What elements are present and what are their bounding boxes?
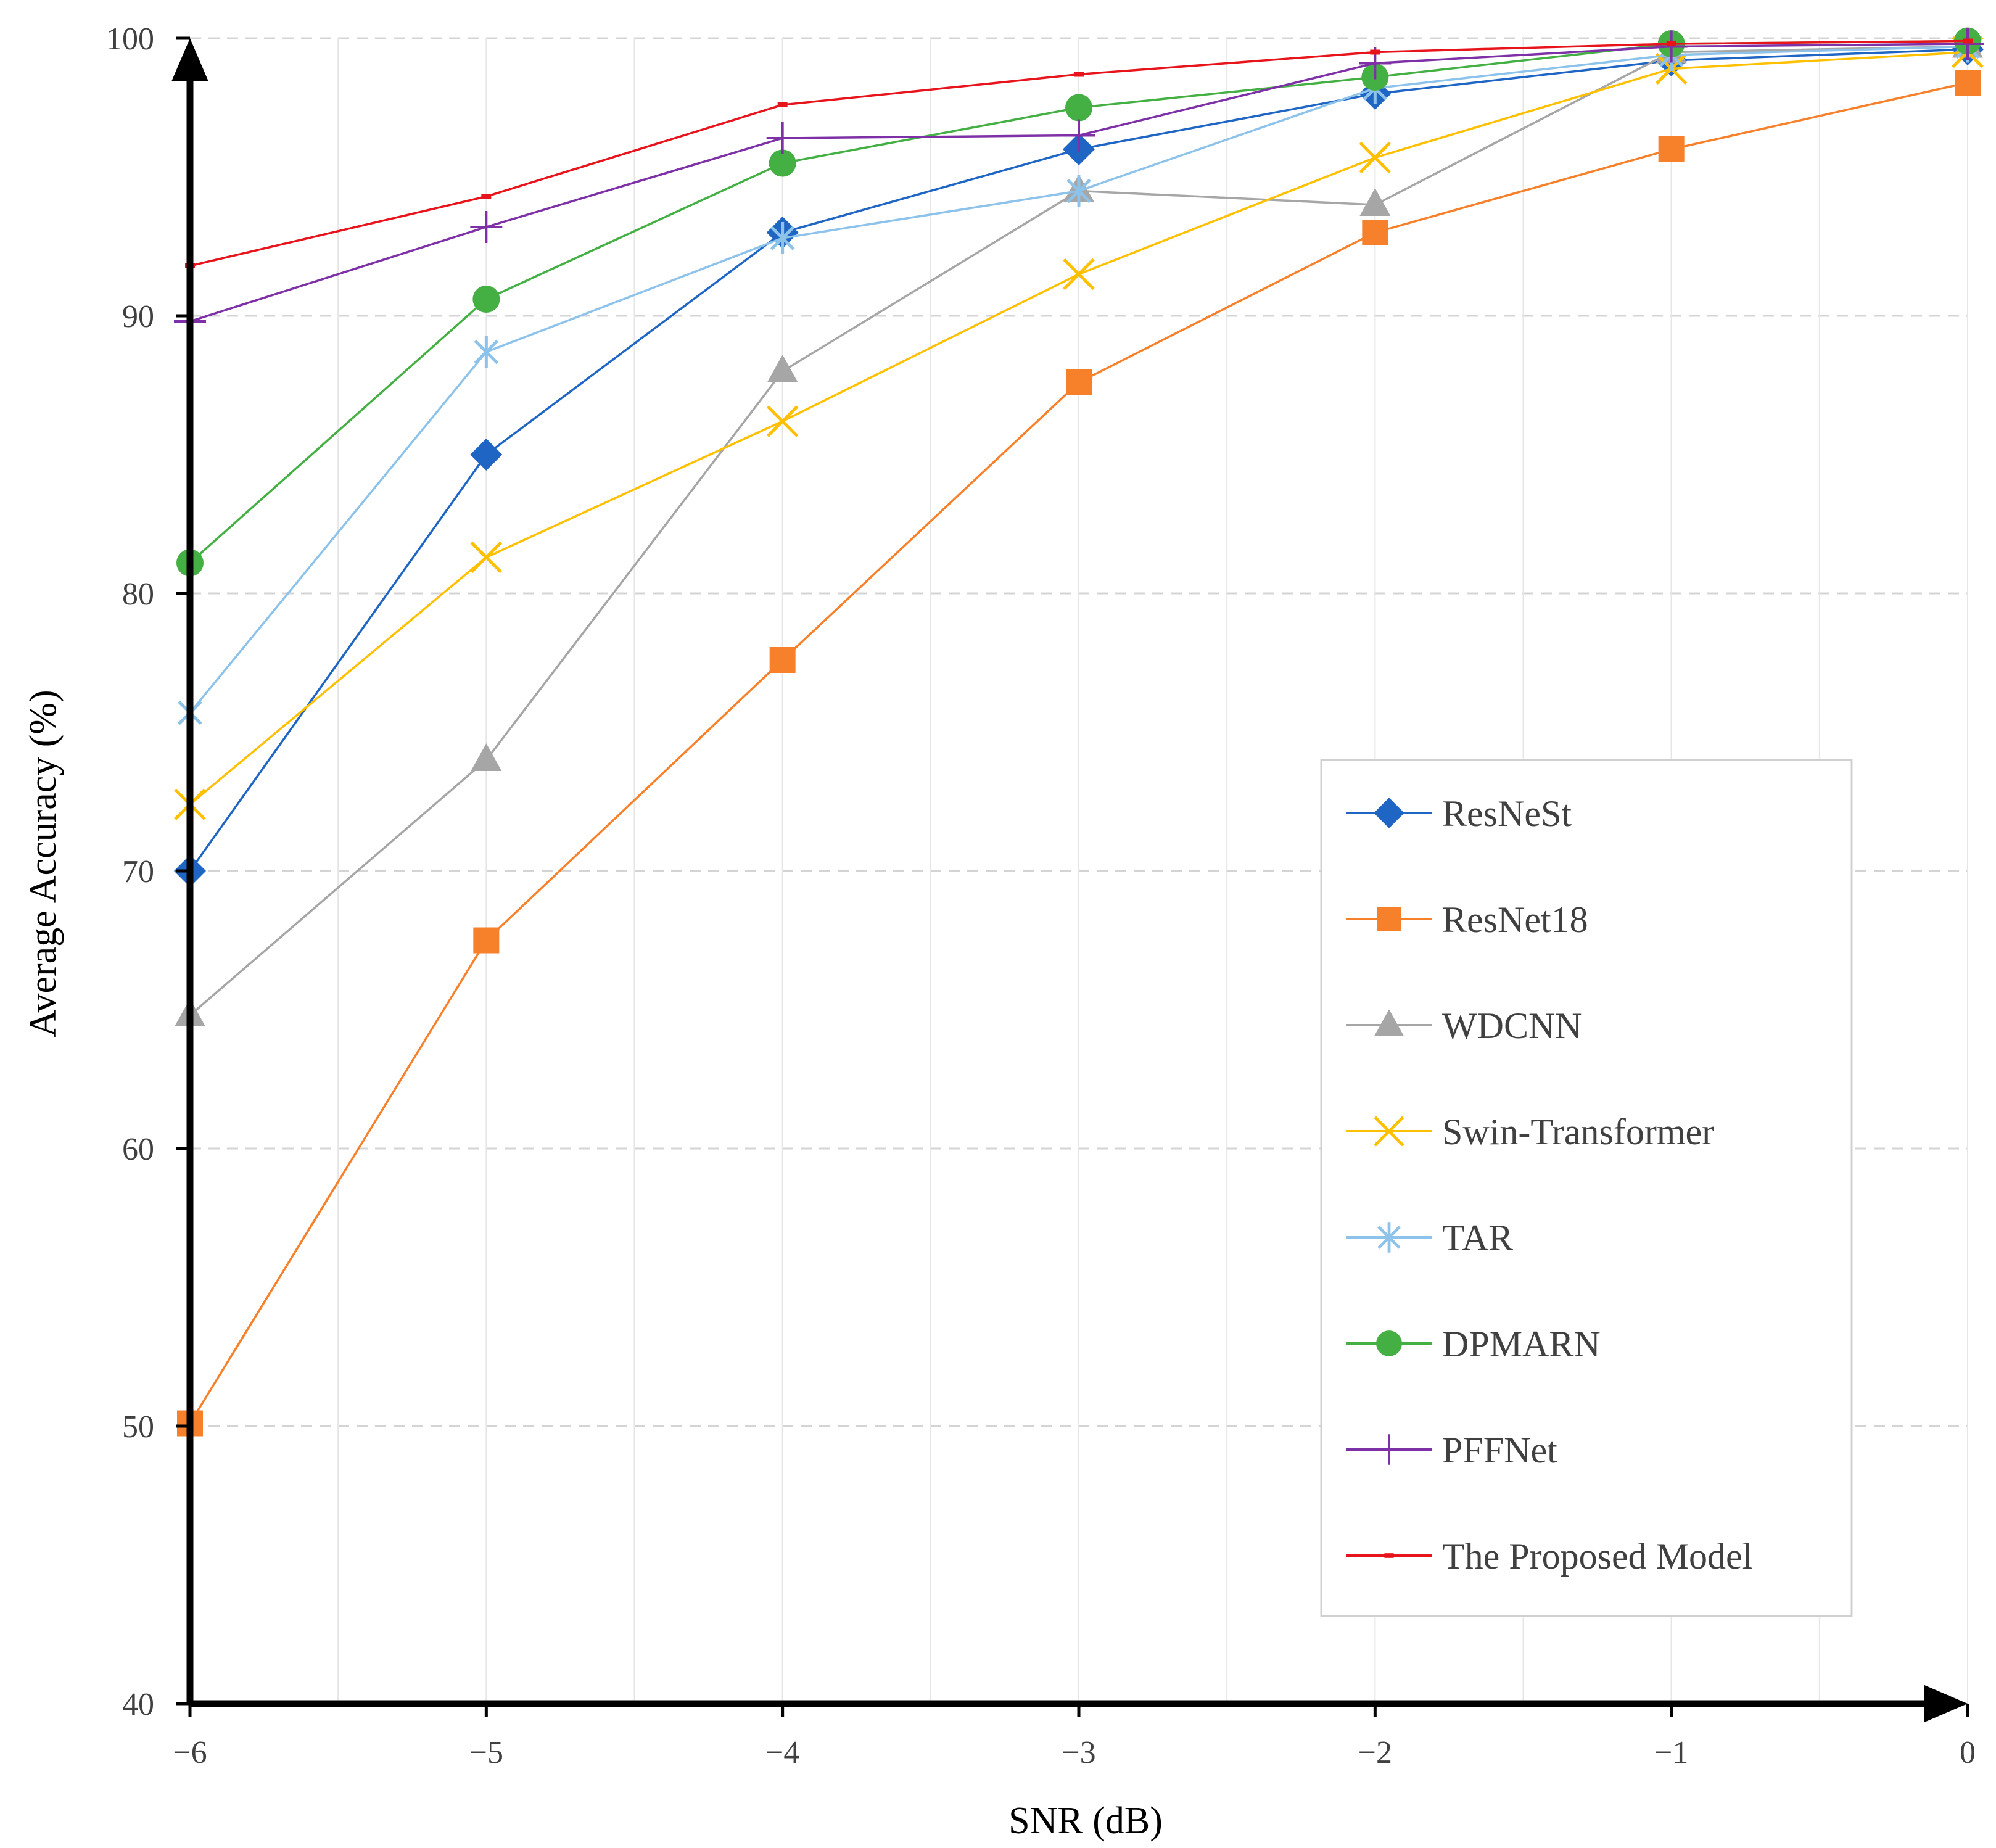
data-point-diamond [470, 439, 503, 471]
legend-entry: Swin-Transformer [1346, 1112, 1714, 1152]
legend-label: ResNet18 [1442, 899, 1588, 940]
data-point-plus [1063, 119, 1095, 152]
data-point-x [1374, 1116, 1404, 1147]
data-point-dash [1384, 1553, 1394, 1558]
data-point-square [1955, 70, 1981, 96]
data-point-plus [1374, 1434, 1404, 1465]
x-tick-label: −5 [469, 1735, 503, 1770]
x-tick-label: 0 [1960, 1735, 1976, 1770]
legend-label: TAR [1442, 1218, 1513, 1258]
data-point-plus [766, 122, 799, 154]
data-point-plus [1952, 28, 1984, 60]
y-tick-label: 80 [122, 577, 154, 612]
legend-entry: TAR [1346, 1218, 1513, 1258]
legend-entry: WDCNN [1346, 1005, 1582, 1046]
data-point-dash [777, 102, 788, 107]
legend-label: PFFNet [1442, 1430, 1557, 1471]
y-tick-label: 60 [122, 1132, 154, 1167]
data-point-asterisk [770, 222, 795, 254]
legend-box [1320, 759, 1853, 1617]
x-tick-label: −3 [1062, 1735, 1095, 1770]
data-point-triangle [1374, 1009, 1404, 1036]
series-resnet18 [177, 70, 1981, 1437]
legend-entry: DPMARN [1346, 1324, 1601, 1364]
data-point-x [1063, 258, 1095, 291]
legend-label: The Proposed Model [1442, 1536, 1752, 1577]
data-point-dash [1370, 49, 1380, 55]
data-point-triangle [1359, 188, 1391, 216]
legend-entry: ResNeSt [1346, 793, 1572, 834]
legend-label: DPMARN [1442, 1324, 1601, 1364]
y-tick-label: 40 [122, 1687, 154, 1722]
data-point-dash [1963, 38, 1973, 44]
data-point-x [766, 405, 799, 437]
data-point-asterisk [474, 336, 499, 368]
data-point-square [769, 647, 796, 673]
data-point-square [1066, 369, 1092, 395]
y-tick-label: 70 [122, 854, 154, 889]
data-point-circle [769, 149, 796, 177]
data-point-triangle [471, 743, 502, 771]
x-tick-label: −4 [765, 1735, 799, 1770]
axes [171, 36, 1969, 1722]
x-tick-label: −2 [1358, 1735, 1392, 1770]
data-point-circle [1065, 94, 1092, 122]
y-tick-label: 100 [106, 22, 154, 57]
data-point-square [473, 927, 500, 954]
data-point-plus [1655, 30, 1688, 63]
x-tick-label: −6 [173, 1735, 207, 1770]
x-axis-title: SNR (dB) [1008, 1800, 1163, 1842]
data-point-dash [481, 194, 492, 199]
data-point-dash [1666, 41, 1676, 46]
data-point-asterisk [1377, 1222, 1401, 1253]
legend: ResNeSt ResNet18 WDCNN Swin-Transformer TAR D… [1320, 759, 1853, 1617]
data-point-square [1377, 907, 1401, 931]
data-point-plus [470, 211, 503, 243]
legend-label: Swin-Transformer [1442, 1112, 1714, 1152]
legend-entry: The Proposed Model [1346, 1536, 1752, 1577]
data-point-square [1658, 136, 1685, 162]
legend-label: WDCNN [1442, 1005, 1582, 1046]
data-point-dash [1074, 72, 1084, 77]
legend-entry: ResNet18 [1346, 899, 1588, 940]
legend-entry: PFFNet [1346, 1430, 1557, 1471]
y-axis-title: Average Accuracy (%) [22, 690, 64, 1037]
x-axis-arrowhead [1924, 1685, 1968, 1722]
legend-label: ResNeSt [1442, 793, 1572, 834]
data-point-circle [472, 286, 500, 313]
data-point-x [470, 541, 503, 574]
data-point-triangle [767, 355, 798, 382]
data-point-square [1362, 220, 1388, 245]
data-point-asterisk [1066, 175, 1091, 207]
series-lines [174, 27, 1984, 1437]
y-tick-label: 90 [122, 299, 154, 334]
y-tick-label: 50 [122, 1409, 154, 1445]
y-axis-arrowhead [171, 38, 208, 81]
data-point-circle [1376, 1330, 1402, 1356]
tick-labels: −6 −5 −4 −3 −2 −1 0 40 50 60 70 80 90 100 [106, 22, 1976, 1770]
data-point-x [1359, 141, 1392, 174]
data-point-diamond [1374, 798, 1404, 828]
x-tick-label: −1 [1654, 1735, 1688, 1770]
